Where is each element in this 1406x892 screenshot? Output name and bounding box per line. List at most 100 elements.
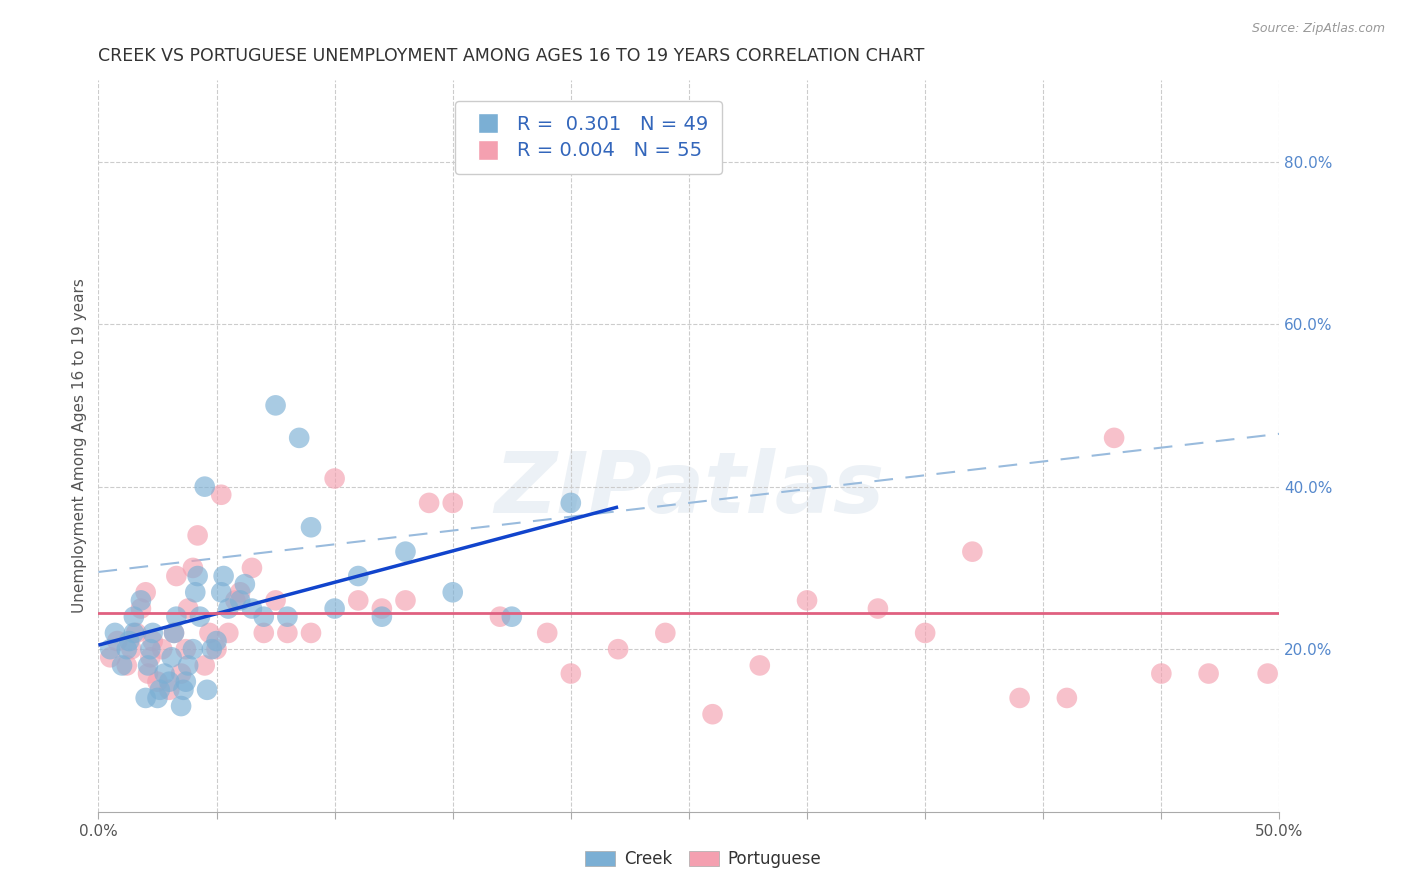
Point: [371, 609, 394, 624]
Point: [122, 626, 145, 640]
Point: [121, 642, 143, 657]
Point: [209, 585, 232, 599]
Point: [654, 626, 676, 640]
Point: [1150, 666, 1173, 681]
Y-axis label: Unemployment Among Ages 16 to 19 years: Unemployment Among Ages 16 to 19 years: [72, 278, 87, 614]
Point: [98, 650, 121, 665]
Point: [157, 674, 180, 689]
Point: [165, 569, 187, 583]
Point: [105, 634, 128, 648]
Point: [118, 634, 141, 648]
Point: [217, 626, 239, 640]
Point: [139, 650, 162, 665]
Point: [276, 626, 298, 640]
Point: [125, 626, 148, 640]
Point: [146, 674, 169, 689]
Point: [115, 642, 138, 657]
Point: [157, 682, 180, 697]
Point: [501, 609, 523, 624]
Point: [139, 642, 162, 657]
Point: [195, 682, 218, 697]
Point: [98, 642, 121, 657]
Point: [489, 609, 512, 624]
Point: [181, 561, 204, 575]
Point: [347, 569, 370, 583]
Point: [150, 642, 173, 657]
Point: [111, 658, 134, 673]
Point: [264, 593, 287, 607]
Point: [914, 626, 936, 640]
Point: [560, 496, 582, 510]
Point: [104, 626, 127, 640]
Point: [299, 626, 322, 640]
Point: [299, 520, 322, 534]
Point: [323, 471, 346, 485]
Point: [229, 585, 252, 599]
Point: [142, 626, 165, 640]
Point: [560, 666, 582, 681]
Point: [1102, 431, 1125, 445]
Point: [170, 666, 193, 681]
Point: [418, 496, 440, 510]
Point: [1257, 666, 1279, 681]
Point: [536, 626, 558, 640]
Point: [253, 626, 276, 640]
Point: [165, 609, 187, 624]
Point: [233, 577, 256, 591]
Point: [253, 609, 276, 624]
Text: Source: ZipAtlas.com: Source: ZipAtlas.com: [1251, 22, 1385, 36]
Point: [177, 658, 200, 673]
Point: [796, 593, 818, 607]
Point: [146, 690, 169, 705]
Point: [174, 642, 197, 657]
Text: CREEK VS PORTUGUESE UNEMPLOYMENT AMONG AGES 16 TO 19 YEARS CORRELATION CHART: CREEK VS PORTUGUESE UNEMPLOYMENT AMONG A…: [98, 47, 925, 65]
Point: [129, 593, 152, 607]
Point: [205, 634, 228, 648]
Point: [184, 585, 207, 599]
Point: [866, 601, 889, 615]
Point: [212, 569, 235, 583]
Point: [323, 601, 346, 615]
Point: [240, 601, 263, 615]
Point: [276, 609, 298, 624]
Point: [122, 609, 145, 624]
Point: [170, 699, 193, 714]
Point: [160, 650, 183, 665]
Point: [177, 601, 200, 615]
Point: [607, 642, 630, 657]
Point: [172, 682, 194, 697]
Point: [209, 488, 232, 502]
Legend: R =  0.301   N = 49, R = 0.004   N = 55: R = 0.301 N = 49, R = 0.004 N = 55: [456, 101, 723, 174]
Point: [702, 707, 724, 722]
Point: [748, 658, 770, 673]
Point: [1008, 690, 1031, 705]
Point: [441, 496, 464, 510]
Point: [394, 593, 416, 607]
Point: [142, 634, 165, 648]
Legend: Creek, Portuguese: Creek, Portuguese: [579, 844, 827, 875]
Point: [149, 682, 172, 697]
Point: [224, 593, 246, 607]
Point: [135, 690, 157, 705]
Point: [1198, 666, 1220, 681]
Point: [394, 544, 416, 558]
Point: [371, 601, 394, 615]
Point: [229, 593, 252, 607]
Point: [188, 609, 211, 624]
Point: [129, 601, 152, 615]
Point: [347, 593, 370, 607]
Point: [115, 658, 138, 673]
Point: [136, 658, 159, 673]
Point: [135, 585, 157, 599]
Point: [153, 666, 176, 681]
Text: ZIPatlas: ZIPatlas: [494, 449, 884, 532]
Point: [240, 561, 263, 575]
Point: [136, 666, 159, 681]
Point: [174, 674, 197, 689]
Point: [962, 544, 984, 558]
Point: [181, 642, 204, 657]
Point: [194, 658, 217, 673]
Point: [217, 601, 239, 615]
Point: [441, 585, 464, 599]
Point: [163, 626, 186, 640]
